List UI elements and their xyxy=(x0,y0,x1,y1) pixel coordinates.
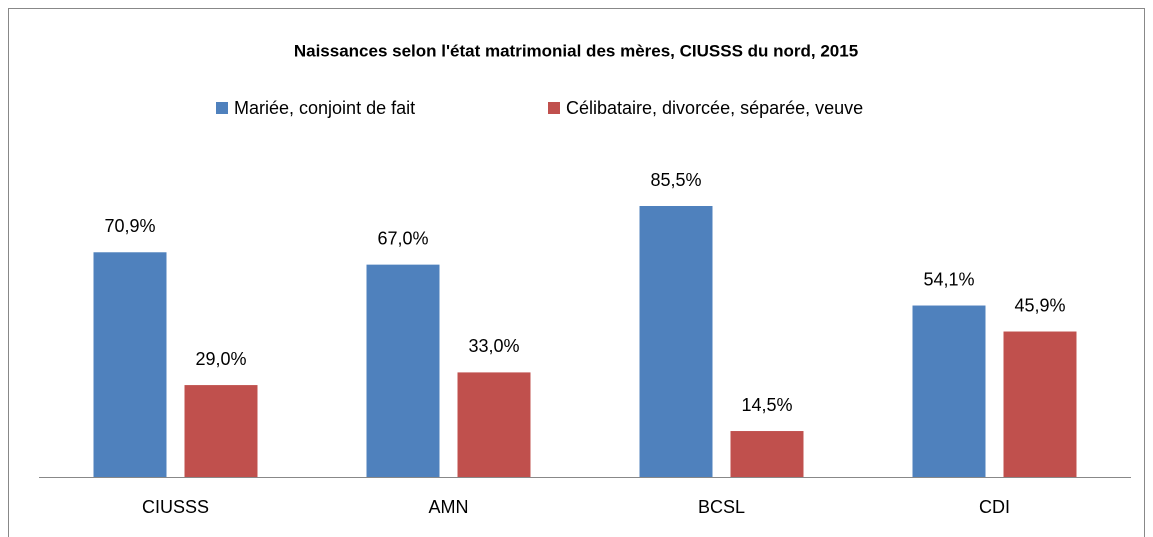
value-label: 70,9% xyxy=(104,216,155,236)
value-label: 67,0% xyxy=(377,228,428,248)
legend-label: Mariée, conjoint de fait xyxy=(234,98,415,118)
chart-title: Naissances selon l'état matrimonial des … xyxy=(294,41,858,60)
x-tick-label: AMN xyxy=(429,497,469,517)
value-label: 45,9% xyxy=(1014,295,1065,315)
value-label: 14,5% xyxy=(741,395,792,415)
bar xyxy=(366,264,440,477)
bar xyxy=(639,206,713,477)
legend-swatch xyxy=(548,102,560,114)
bar xyxy=(457,372,531,477)
bar xyxy=(184,385,258,477)
value-label: 33,0% xyxy=(468,336,519,356)
legend-swatch xyxy=(216,102,228,114)
bar xyxy=(1003,331,1077,477)
x-tick-label: CIUSSS xyxy=(142,497,209,517)
value-label: 85,5% xyxy=(650,170,701,190)
legend-label: Célibataire, divorcée, séparée, veuve xyxy=(566,98,863,118)
bar xyxy=(93,252,167,477)
value-label: 54,1% xyxy=(923,269,974,289)
bar xyxy=(912,305,986,477)
x-tick-label: BCSL xyxy=(698,497,745,517)
x-tick-label: CDI xyxy=(979,497,1010,517)
bar xyxy=(730,431,804,477)
value-label: 29,0% xyxy=(195,349,246,369)
